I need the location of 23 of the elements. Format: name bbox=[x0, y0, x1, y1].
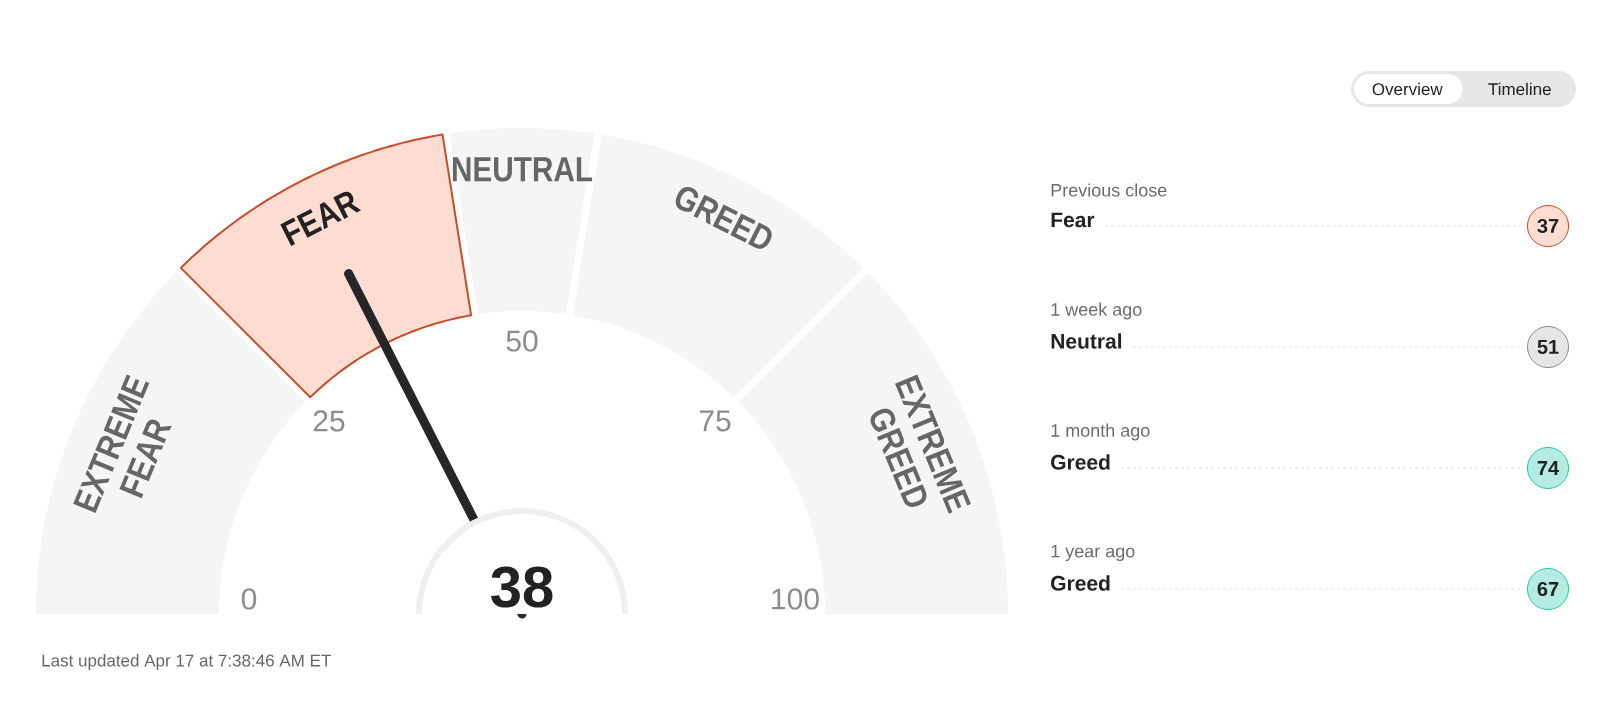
text: 0 bbox=[241, 588, 257, 610]
slice-label: NEUTRAL bbox=[452, 157, 593, 182]
text: Greed bbox=[1051, 575, 1110, 591]
data-label: 67 bbox=[1537, 581, 1559, 597]
text: Neutral bbox=[1051, 333, 1122, 349]
category-label: Previous close bbox=[1051, 183, 1167, 197]
text: Timeline bbox=[1488, 82, 1551, 96]
data-label: 51 bbox=[1537, 340, 1559, 354]
text: 50 bbox=[506, 330, 538, 352]
category-label: 1 year ago bbox=[1051, 544, 1135, 562]
category-label: 1 week ago bbox=[1051, 302, 1142, 320]
text: Last updated Apr 17 at 7:38:46 AM ET bbox=[42, 654, 331, 670]
text: Greed bbox=[1051, 454, 1110, 470]
text: Overview bbox=[1372, 82, 1443, 96]
text: 38 bbox=[491, 566, 553, 608]
data-label: 74 bbox=[1537, 461, 1560, 475]
text: 100 bbox=[772, 588, 819, 610]
data-label: 37 bbox=[1537, 218, 1559, 234]
text: 25 bbox=[313, 410, 345, 432]
text: 75 bbox=[699, 410, 731, 432]
text: Fear bbox=[1051, 212, 1095, 228]
slice-label: FEAR bbox=[280, 191, 362, 246]
category-label: 1 month ago bbox=[1051, 423, 1150, 441]
